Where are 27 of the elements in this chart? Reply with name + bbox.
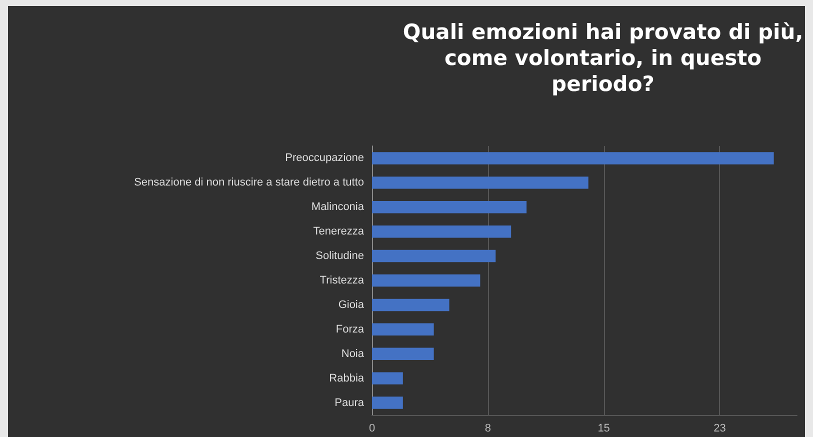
y-tick-label: Tristezza [320,274,365,286]
y-tick-label: Malinconia [311,201,365,214]
y-tick-label: Paura [334,396,365,409]
y-tick-label: Preoccupazione [285,152,364,164]
bar [372,176,588,189]
bar [372,323,434,336]
bar [372,225,512,238]
y-tick-label: Solitudine [316,250,364,262]
bar [372,372,403,384]
y-tick-label: Noia [341,348,365,360]
x-tick-label: 8 [484,422,491,434]
y-tick-label: Gioia [338,298,365,311]
y-tick-label: Forza [336,323,365,336]
y-tick-label: Tenerezza [313,226,365,238]
bar [372,152,774,164]
x-tick-label: 0 [368,422,376,434]
x-tick-label: 15 [598,422,610,434]
chart-title: Quali emozioni hai provato di più, come volontario, in questo periodo? [402,20,804,96]
y-tick-label: Sensazione di non riuscire a stare dietro a tutto [134,176,364,189]
y-tick-label: Rabbia [329,372,365,384]
bar [372,396,403,409]
x-tick-label: 23 [714,422,726,434]
bar [372,274,480,287]
bar [372,250,496,262]
bar [372,348,434,360]
bar [372,298,450,312]
bar [372,201,527,214]
